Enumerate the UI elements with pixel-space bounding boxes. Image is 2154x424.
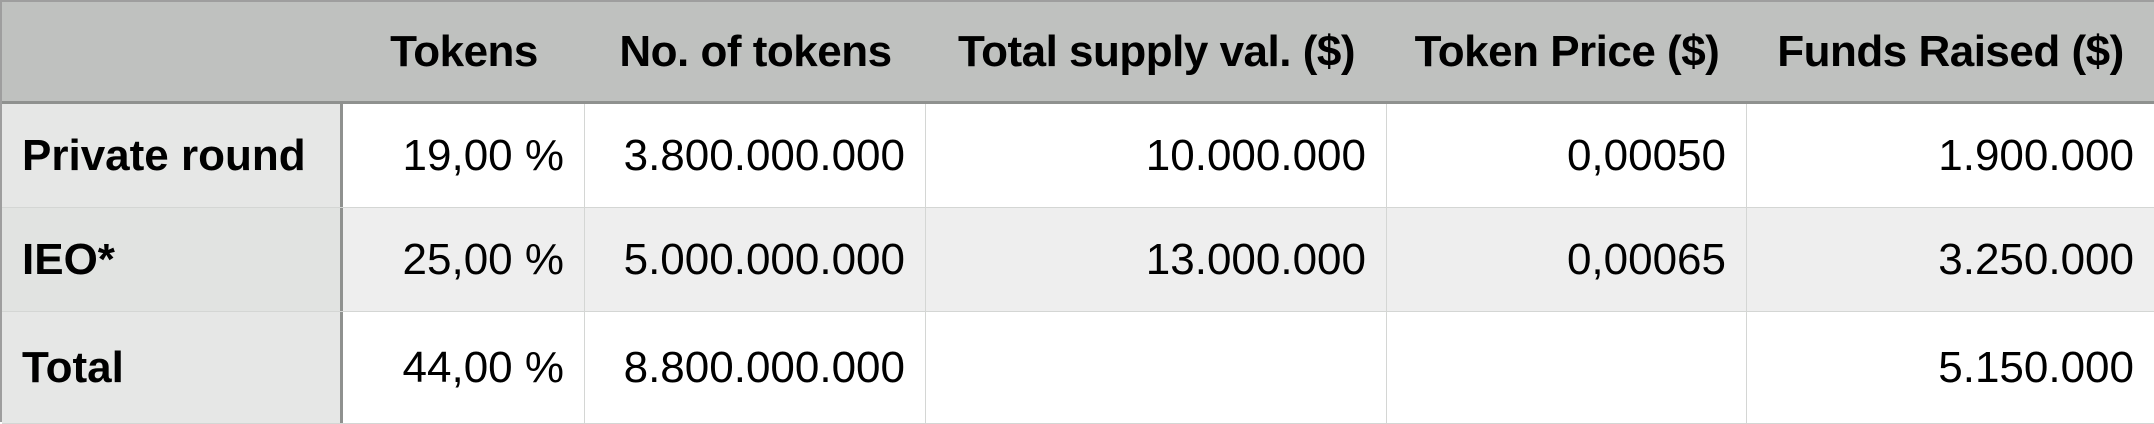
table-header-row: Tokens No. of tokens Total supply val. (… xyxy=(2,2,2154,104)
cell-token-price: 0,00065 xyxy=(1387,208,1747,311)
header-no-of-tokens: No. of tokens xyxy=(619,26,892,76)
row-label: IEO* xyxy=(2,208,343,311)
cell-funds-raised: 5.150.000 xyxy=(1938,342,2134,392)
cell-token-price xyxy=(1387,312,1747,423)
header-tokens: Tokens xyxy=(390,26,538,76)
cell-tokens: 19,00 % xyxy=(343,104,585,207)
cell-token-price: 0,00050 xyxy=(1387,104,1747,207)
table-row: Total 44,00 % 8.800.000.000 5.150.000 xyxy=(2,312,2154,424)
header-corner-cell xyxy=(2,2,343,101)
header-token-price: Token Price ($) xyxy=(1414,26,1720,76)
table-row: IEO* 25,00 % 5.000.000.000 13.000.000 0,… xyxy=(2,208,2154,312)
cell-total-supply-value: 13.000.000 xyxy=(926,208,1387,311)
cell-total-supply-value xyxy=(926,312,1387,423)
header-funds-raised: Funds Raised ($) xyxy=(1777,26,2124,76)
row-label: Total xyxy=(2,312,343,423)
cell-no-of-tokens: 5.000.000.000 xyxy=(585,208,926,311)
cell-tokens: 44,00 % xyxy=(343,312,585,423)
cell-funds-raised: 1.900.000 xyxy=(1938,130,2134,180)
cell-tokens: 25,00 % xyxy=(343,208,585,311)
cell-funds-raised: 3.250.000 xyxy=(1938,234,2134,284)
row-label: Private round xyxy=(2,104,343,207)
table-row: Private round 19,00 % 3.800.000.000 10.0… xyxy=(2,104,2154,208)
cell-total-supply-value: 10.000.000 xyxy=(926,104,1387,207)
cell-no-of-tokens: 8.800.000.000 xyxy=(585,312,926,423)
cell-no-of-tokens: 3.800.000.000 xyxy=(585,104,926,207)
header-total-supply-value: Total supply val. ($) xyxy=(958,26,1355,76)
